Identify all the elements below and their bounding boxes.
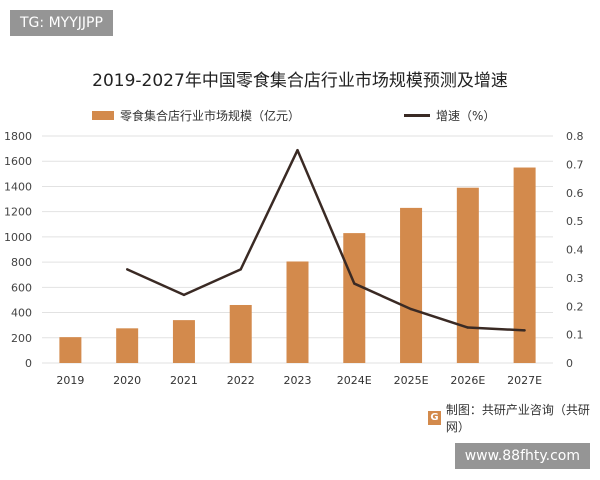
legend-bar-swatch	[92, 111, 114, 120]
x-tick-label: 2020	[113, 374, 141, 387]
bar-2025E	[400, 207, 423, 363]
left-tick-label: 800	[11, 256, 32, 269]
x-tick-label: 2021	[170, 374, 198, 387]
bar-2027E	[513, 167, 536, 363]
right-tick-label: 0.3	[566, 272, 584, 285]
growth-point-2024E	[353, 282, 356, 285]
source-logo-icon: G	[428, 411, 441, 425]
bar-2021	[172, 320, 195, 363]
right-tick-label: 0	[566, 357, 573, 370]
x-tick-label: 2026E	[450, 374, 485, 387]
growth-line	[126, 148, 525, 332]
x-tick-label: 2023	[284, 374, 312, 387]
growth-point-2021	[182, 293, 186, 297]
source-note: G 制图：共研产业咨询（共研网）	[428, 401, 600, 435]
legend-line: 增速（%）	[404, 107, 495, 124]
bar-2023	[286, 261, 309, 363]
right-tick-label: 0.5	[566, 215, 584, 228]
bar-2020	[116, 328, 139, 363]
x-tick-label: 2024E	[337, 374, 372, 387]
bar-2024E	[343, 233, 366, 363]
left-tick-label: 600	[11, 281, 32, 294]
growth-point-2027E	[523, 329, 526, 332]
right-tick-label: 0.7	[566, 158, 584, 171]
source-text: 制图：共研产业咨询（共研网）	[445, 403, 590, 434]
right-tick-label: 0.2	[566, 300, 584, 313]
left-tick-label: 0	[25, 357, 32, 370]
right-tick-label: 0.8	[566, 130, 584, 143]
left-tick-label: 1600	[4, 155, 32, 168]
bar-2022	[229, 304, 252, 363]
bar-2019	[59, 337, 82, 363]
right-tick-label: 0.1	[566, 329, 584, 342]
left-tick-label: 400	[11, 307, 32, 320]
x-tick-label: 2027E	[507, 374, 542, 387]
left-tick-label: 1200	[4, 206, 32, 219]
left-tick-label: 1000	[4, 231, 32, 244]
watermark-bottom: www.88fhty.com	[454, 443, 590, 469]
x-tick-label: 2025E	[394, 374, 429, 387]
x-tick-label: 2022	[227, 374, 255, 387]
right-tick-label: 0.4	[566, 244, 584, 257]
left-tick-label: 1400	[4, 180, 32, 193]
growth-point-2026E	[466, 326, 470, 329]
watermark-top: TG: MYYJJPP	[10, 10, 113, 36]
chart-title: 2019-2027年中国零食集合店行业市场规模预测及增速	[92, 71, 508, 91]
x-tick-label: 2019	[56, 374, 84, 387]
growth-point-2023	[296, 148, 299, 152]
bar-2026E	[456, 187, 479, 363]
left-tick-label: 1800	[4, 130, 32, 143]
right-tick-label: 0.6	[566, 187, 584, 200]
left-tick-label: 200	[11, 332, 32, 345]
legend-bar: 零食集合店行业市场规模（亿元）	[92, 107, 300, 124]
growth-point-2022	[239, 268, 242, 271]
growth-point-2025E	[409, 307, 413, 311]
legend-line-label: 增速（%）	[436, 109, 496, 123]
legend-line-swatch	[404, 114, 430, 117]
legend-bar-label: 零食集合店行业市场规模（亿元）	[120, 109, 301, 123]
growth-point-2020	[125, 268, 129, 271]
chart-plot: 0 200 400 600 800 1000 1200 1400 1600 1800 0 0.1 0.2…	[4, 130, 584, 387]
